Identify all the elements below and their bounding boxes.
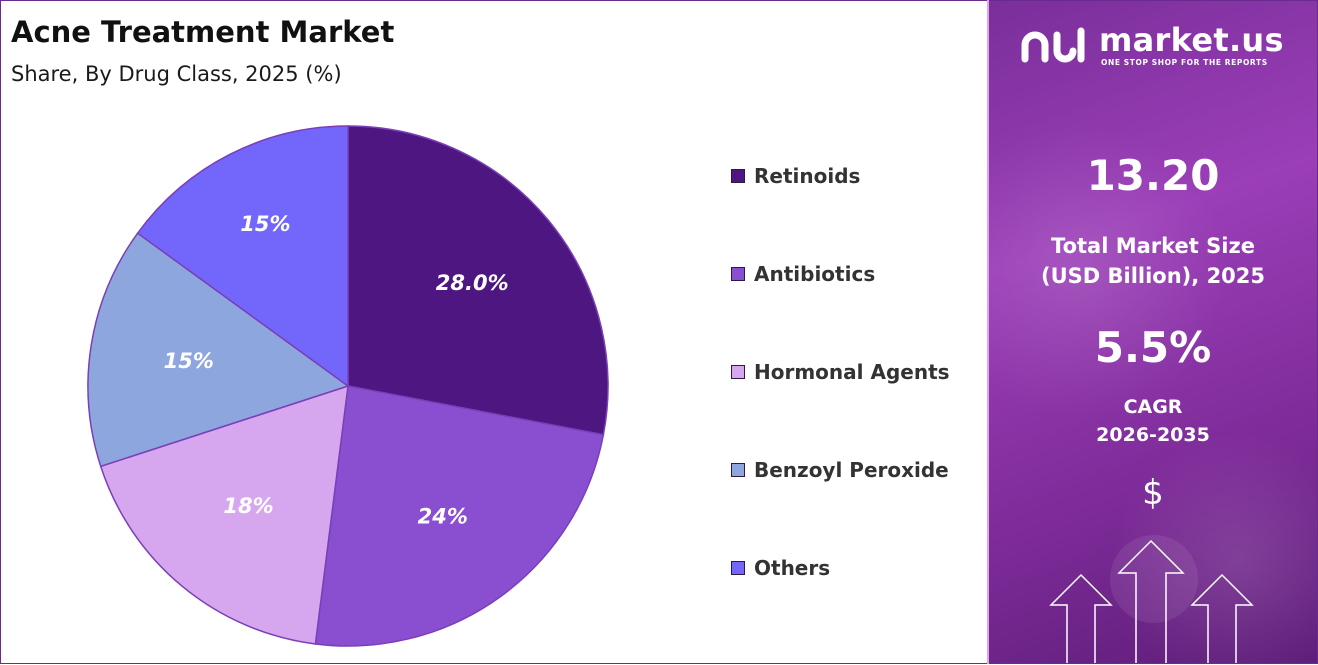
pie-slice-antibiotics xyxy=(314,385,605,647)
legend-item-others: Others xyxy=(731,548,830,588)
legend-item-retinoids: Retinoids xyxy=(731,156,860,196)
pie-chart: 28.0% 24% 18% 15% 15% xyxy=(87,125,609,647)
growth-arrows xyxy=(1049,535,1254,663)
panel-glow xyxy=(989,121,1229,421)
slice-label-others: 15% xyxy=(240,212,290,236)
coffee-cup-shape xyxy=(1110,535,1198,623)
legend-swatch xyxy=(731,561,745,575)
pie-slice-others xyxy=(136,125,349,388)
legend-label: Others xyxy=(754,556,831,580)
legend-label: Benzoyl Peroxide xyxy=(754,458,949,482)
dollar-icon: $ xyxy=(1142,473,1164,513)
panel-divider xyxy=(987,0,989,664)
pie-slice-benzoyl-peroxide xyxy=(87,232,350,468)
brand-logo: market.us ONE STOP SHOP FOR THE REPORTS xyxy=(1019,21,1299,73)
chart-subtitle: Share, By Drug Class, 2025 (%) xyxy=(11,62,342,86)
legend-label: Antibiotics xyxy=(754,262,876,286)
legend-label: Hormonal Agents xyxy=(754,360,950,384)
legend-swatch xyxy=(731,365,745,379)
pie-slice-hormonal-agents xyxy=(99,384,349,645)
slice-label-hormonal-agents: 18% xyxy=(223,494,273,518)
up-arrow-icon xyxy=(1117,539,1185,663)
market-size-label: Total Market Size (USD Billion), 2025 xyxy=(989,231,1317,291)
pie-slice-retinoids xyxy=(347,125,609,436)
slice-label-antibiotics: 24% xyxy=(418,504,468,528)
legend-item-hormonal-agents: Hormonal Agents xyxy=(731,352,950,392)
legend-label: Retinoids xyxy=(754,164,861,188)
market-size-value: 13.20 xyxy=(1086,151,1220,200)
market-us-logo-icon xyxy=(1021,27,1085,63)
up-arrow-icon xyxy=(1049,573,1113,663)
cagr-label-line2: 2026-2035 xyxy=(1096,424,1210,446)
slice-label-retinoids: 28.0% xyxy=(436,271,509,295)
slice-label-benzoyl-peroxide: 15% xyxy=(164,349,214,373)
up-arrow-icon xyxy=(1190,573,1254,663)
legend-swatch xyxy=(731,463,745,477)
cagr-label: CAGR 2026-2035 xyxy=(989,393,1317,449)
cagr-label-line1: CAGR xyxy=(1123,396,1183,418)
chart-title: Acne Treatment Market xyxy=(11,15,395,49)
brand-tagline: ONE STOP SHOP FOR THE REPORTS xyxy=(1101,58,1268,67)
legend-item-benzoyl-peroxide: Benzoyl Peroxide xyxy=(731,450,949,490)
brand-name: market.us xyxy=(1099,21,1284,59)
chart-area: Acne Treatment Market Share, By Drug Cla… xyxy=(1,1,987,663)
legend-item-antibiotics: Antibiotics xyxy=(731,254,875,294)
market-size-label-line1: Total Market Size xyxy=(1051,234,1255,258)
legend-swatch xyxy=(731,169,745,183)
summary-panel: market.us ONE STOP SHOP FOR THE REPORTS … xyxy=(989,1,1317,663)
legend-swatch xyxy=(731,267,745,281)
cagr-value: 5.5% xyxy=(1094,323,1212,372)
market-size-label-line2: (USD Billion), 2025 xyxy=(1040,264,1266,288)
